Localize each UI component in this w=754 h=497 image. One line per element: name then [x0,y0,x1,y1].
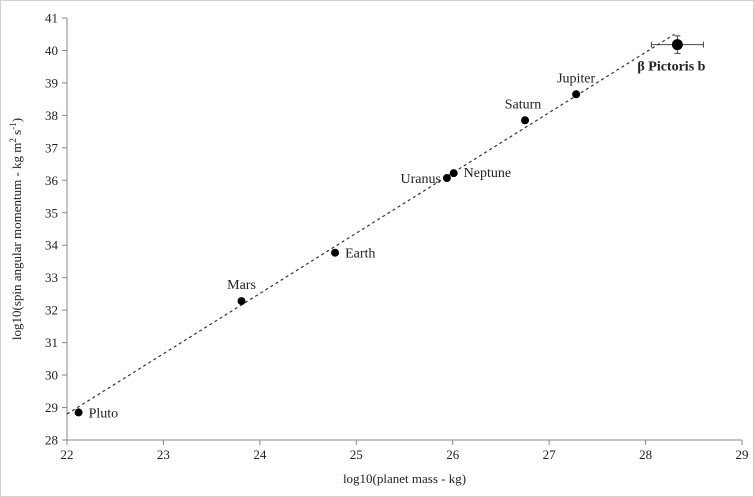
y-tick-label: 34 [45,238,59,253]
y-axis-label-part: log10(spin angular momentum - kg m [9,143,24,341]
y-axis-label: log10(spin angular momentum - kg m2 s-1) [8,118,24,340]
point-label: Neptune [464,166,511,181]
x-axis-label: log10(planet mass - kg) [343,471,466,486]
x-tick-label: 29 [736,447,749,462]
point-label: Earth [345,247,375,262]
y-tick-label: 39 [45,75,58,90]
y-tick-label: 28 [45,433,58,448]
point-label: β Pictoris b [637,60,705,75]
data-point [449,169,458,178]
data-point [331,248,340,257]
x-tick-label: 26 [446,447,460,462]
y-axis-label-part: ) [9,118,24,122]
y-axis-label-superscript: 2 [8,138,18,143]
point-label: Saturn [505,97,542,112]
data-point [442,174,451,183]
point-label: Mars [227,278,256,293]
x-tick-label: 22 [61,447,74,462]
x-tick-label: 27 [543,447,557,462]
trend-line [66,33,675,415]
y-axis-label-part: s [9,130,24,138]
data-point [671,39,683,51]
x-ticks: 22 23 24 25 26 27 28 29 [61,440,749,462]
y-tick-label: 36 [45,173,59,188]
y-tick-label: 35 [45,205,58,220]
x-tick-label: 25 [350,447,363,462]
data-point [237,297,246,306]
axes [66,18,742,441]
data-point [521,116,530,125]
point-label: Jupiter [557,71,595,86]
y-tick-label: 31 [45,335,58,350]
x-tick-label: 24 [253,447,267,462]
y-tick-label: 38 [45,108,58,123]
y-tick-label: 41 [45,11,58,26]
y-tick-label: 32 [45,303,58,318]
y-tick-label: 33 [45,270,58,285]
y-tick-label: 40 [45,43,58,58]
x-tick-label: 28 [639,447,652,462]
point-label: Pluto [89,406,119,421]
x-tick-label: 23 [157,447,170,462]
y-tick-label: 29 [45,400,58,415]
y-ticks: 28 29 30 31 32 33 34 35 36 37 38 39 40 41 [45,11,67,448]
point-label: Uranus [400,172,440,187]
data-point [74,408,83,417]
y-tick-label: 37 [45,140,59,155]
y-axis-label-superscript: -1 [8,122,18,130]
data-points: Pluto Mars Earth Uranus Neptune Saturn Jupiter… [74,35,706,421]
data-point [572,90,581,99]
y-tick-label: 30 [45,368,58,383]
